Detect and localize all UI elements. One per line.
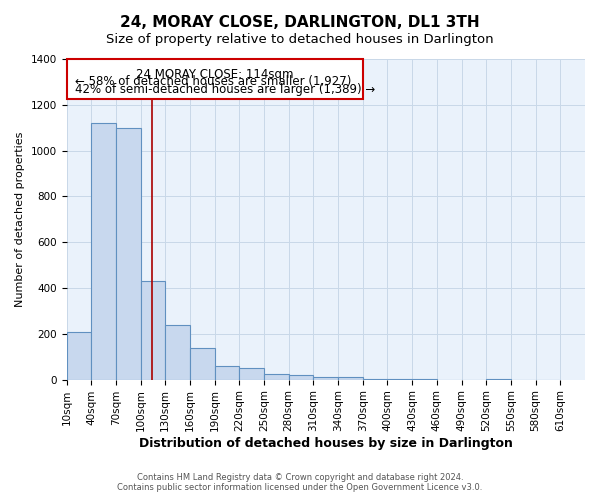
X-axis label: Distribution of detached houses by size in Darlington: Distribution of detached houses by size … xyxy=(139,437,513,450)
Bar xyxy=(486,378,511,380)
Bar xyxy=(116,128,140,380)
Bar xyxy=(412,378,437,380)
Bar xyxy=(190,348,215,380)
Bar xyxy=(264,374,289,380)
Bar xyxy=(338,378,363,380)
Bar xyxy=(91,123,116,380)
Bar xyxy=(289,375,313,380)
Text: 24 MORAY CLOSE: 114sqm: 24 MORAY CLOSE: 114sqm xyxy=(136,68,293,80)
Y-axis label: Number of detached properties: Number of detached properties xyxy=(15,132,25,307)
Bar xyxy=(215,366,239,380)
Bar xyxy=(363,378,388,380)
Bar xyxy=(239,368,264,380)
Text: 24, MORAY CLOSE, DARLINGTON, DL1 3TH: 24, MORAY CLOSE, DARLINGTON, DL1 3TH xyxy=(120,15,480,30)
Text: 42% of semi-detached houses are larger (1,389) →: 42% of semi-detached houses are larger (… xyxy=(75,83,375,96)
Text: ← 58% of detached houses are smaller (1,927): ← 58% of detached houses are smaller (1,… xyxy=(75,74,351,88)
Bar xyxy=(313,378,338,380)
Bar xyxy=(165,324,190,380)
Bar xyxy=(388,378,412,380)
Bar xyxy=(67,332,91,380)
Text: Contains HM Land Registry data © Crown copyright and database right 2024.
Contai: Contains HM Land Registry data © Crown c… xyxy=(118,473,482,492)
Text: Size of property relative to detached houses in Darlington: Size of property relative to detached ho… xyxy=(106,32,494,46)
Bar xyxy=(67,59,363,99)
Bar xyxy=(140,281,165,380)
